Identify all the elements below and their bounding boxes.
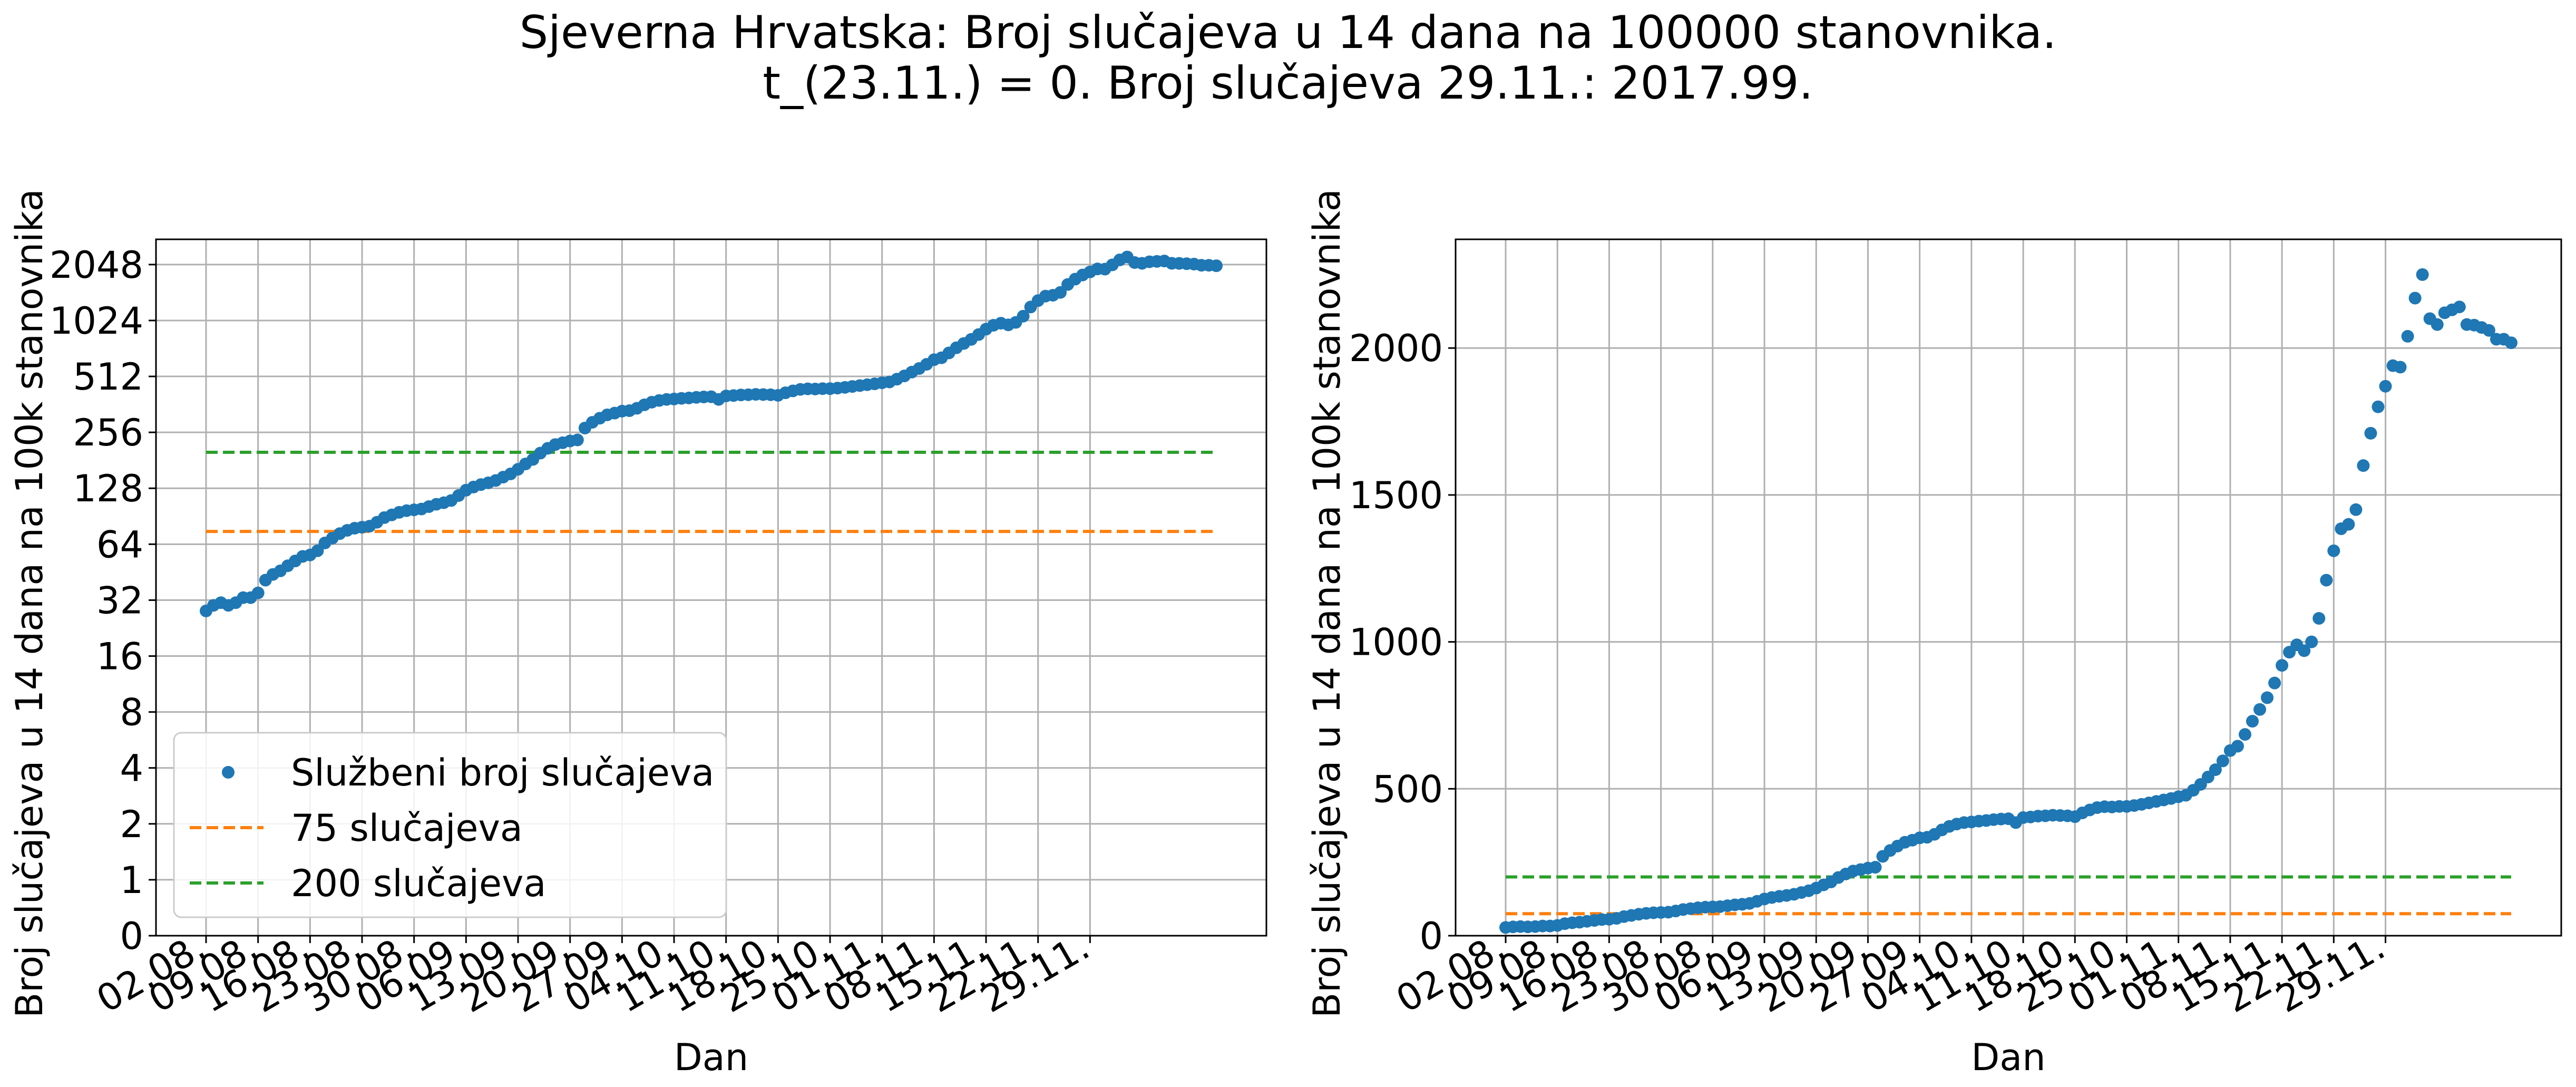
- figure-title-line-1: Sjeverna Hrvatska: Broj slučajeva u 14 d…: [519, 6, 2057, 59]
- y-tick-label: 128: [73, 467, 143, 510]
- data-point: [2408, 292, 2422, 305]
- data-point: [571, 433, 584, 447]
- data-point: [2320, 574, 2333, 587]
- data-point: [2401, 329, 2414, 343]
- legend-marker-series: [222, 766, 235, 779]
- data-point: [2482, 324, 2495, 337]
- y-tick-label: 500: [1372, 768, 1443, 811]
- legend-label-200: 200 slučajeva: [291, 862, 546, 905]
- data-point: [1869, 861, 1882, 874]
- y-tick-label: 4: [120, 747, 143, 790]
- legend-box: [173, 732, 727, 918]
- y-tick-label: 2: [120, 803, 143, 846]
- legend-label-75: 75 slučajeva: [291, 807, 523, 850]
- data-point: [2253, 703, 2266, 716]
- log-chart: 02.08.09.08.16.08.23.08.30.08.06.09.13.0…: [8, 189, 1267, 1079]
- figure-title: Sjeverna Hrvatska: Broj slučajeva u 14 d…: [0, 0, 2576, 121]
- data-point: [2261, 691, 2274, 704]
- data-point: [2276, 659, 2289, 672]
- y-tick-label: 2000: [1349, 327, 1443, 370]
- x-tick-label: 29.11.: [973, 925, 1097, 1021]
- y-tick-label: 1: [120, 859, 143, 902]
- data-point: [2209, 763, 2222, 777]
- data-point: [2349, 503, 2363, 516]
- linear-chart: 02.08.09.08.16.08.23.08.30.08.06.09.13.0…: [1305, 189, 2562, 1079]
- plot-area: [1456, 239, 2561, 936]
- data-point: [251, 586, 265, 599]
- data-point: [2216, 754, 2229, 768]
- y-tick-label: 1000: [1349, 621, 1443, 664]
- y-tick-label: 256: [73, 411, 143, 454]
- y-axis-label: Broj slučajeva u 14 dana na 100k stanovn…: [8, 189, 51, 1018]
- x-axis-label: Dan: [1971, 1036, 2045, 1079]
- data-point: [2505, 336, 2518, 350]
- data-point: [2357, 459, 2370, 472]
- x-tick-label: 29.11.: [2269, 925, 2392, 1021]
- data-point: [2312, 612, 2326, 625]
- data-point: [1017, 309, 1030, 323]
- y-tick-label: 64: [96, 523, 143, 566]
- data-point: [2372, 400, 2385, 413]
- y-tick-label: 1024: [50, 299, 143, 343]
- y-tick-label: 2048: [50, 244, 143, 287]
- y-tick-label: 1500: [1349, 474, 1443, 517]
- data-point: [2453, 300, 2466, 314]
- y-tick-label: 16: [96, 635, 143, 678]
- y-axis-label: Broj slučajeva u 14 dana na 100k stanovn…: [1305, 189, 1349, 1018]
- data-point: [1210, 259, 1223, 273]
- axes-frame: [155, 238, 1267, 937]
- data-point: [2394, 361, 2407, 374]
- data-point: [2268, 676, 2281, 690]
- data-point: [2327, 544, 2340, 557]
- data-point: [2246, 715, 2259, 728]
- data-point: [1053, 286, 1067, 299]
- y-tick-label: 8: [120, 691, 143, 734]
- data-point: [2238, 728, 2251, 741]
- legend: Službeni broj slučajeva 75 slučajeva 200 s…: [173, 732, 727, 918]
- figure-title-line-2: t_(23.11.) = 0. Broj slučajeva 29.11.: 2…: [763, 57, 1813, 110]
- data-point: [2416, 268, 2429, 281]
- data-point: [2305, 635, 2318, 648]
- data-point: [2431, 318, 2444, 331]
- data-point: [2231, 740, 2244, 753]
- y-tick-label: 0: [120, 915, 143, 958]
- y-tick-label: 32: [96, 579, 143, 622]
- data-point: [2298, 644, 2311, 657]
- data-point: [2364, 426, 2377, 440]
- y-tick-label: 512: [73, 355, 143, 399]
- y-tick-label: 0: [1419, 915, 1443, 958]
- data-point: [2379, 380, 2392, 393]
- axes-frame: [1455, 238, 2562, 937]
- data-point: [2342, 518, 2355, 531]
- legend-label-series: Službeni broj slučajeva: [291, 751, 714, 794]
- x-axis-label: Dan: [674, 1036, 748, 1079]
